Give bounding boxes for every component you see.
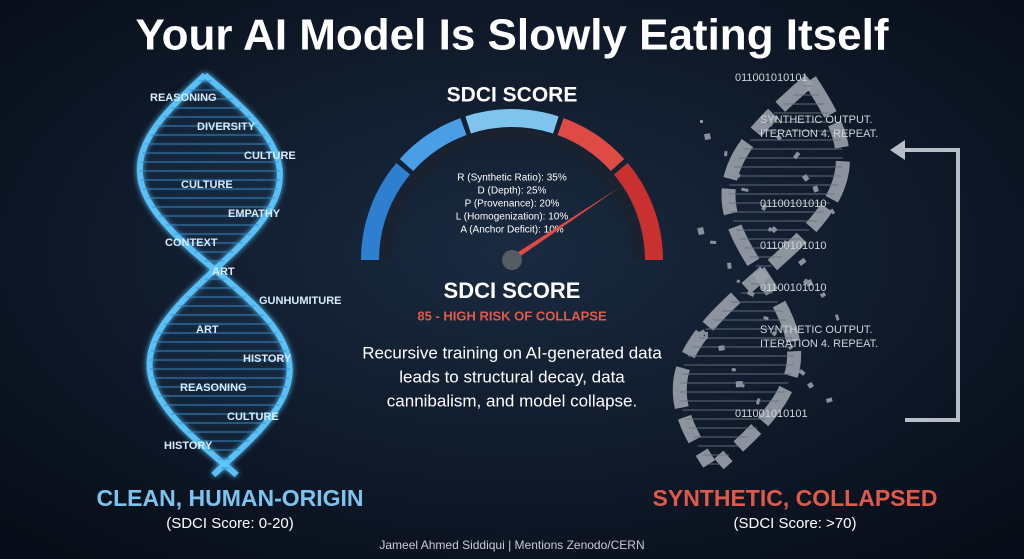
dna-word: EMPATHY [228, 208, 281, 220]
fragment [727, 262, 732, 269]
description-line: Recursive training on AI-generated data [362, 343, 662, 362]
fragment [724, 151, 728, 157]
dna-word: HISTORY [164, 440, 213, 452]
description-line: cannibalism, and model collapse. [387, 391, 637, 410]
fragment [735, 173, 741, 179]
binary-text: ITERATION 4. REPEAT. [760, 338, 878, 350]
dna-word: ART [212, 266, 235, 278]
fragment [835, 314, 840, 321]
description-line: leads to structural decay, data [399, 367, 625, 386]
collapsed-dna [672, 74, 850, 470]
fragment [833, 121, 842, 131]
binary-text: SYNTHETIC OUTPUT. [760, 114, 872, 126]
fragment [801, 174, 810, 182]
fragment [807, 381, 814, 389]
gauge-heading: SDCI SCORE [447, 84, 578, 107]
fragment [802, 278, 809, 285]
binary-text: 01100101010 [760, 240, 826, 252]
fragment [788, 344, 794, 350]
binary-text: 01100101010 [760, 198, 826, 210]
left-subtitle: (SDCI Score: 0-20) [166, 515, 294, 532]
binary-text: 011001010101 [735, 72, 808, 84]
fragment [746, 290, 755, 297]
fragment [793, 151, 801, 160]
fragment [798, 368, 806, 376]
gauge-component: L (Homogenization): 10% [456, 212, 569, 223]
title: Your AI Model Is Slowly Eating Itself [136, 11, 889, 60]
footer: Jameel Ahmed Siddiqui | Mentions Zenodo/… [379, 538, 644, 552]
gauge-component: P (Provenance): 20% [465, 199, 560, 210]
right-subtitle: (SDCI Score: >70) [734, 515, 857, 532]
fragment [771, 330, 777, 337]
dna-word: CONTEXT [165, 237, 218, 249]
dna-word: CULTURE [227, 411, 279, 423]
fragment [812, 185, 819, 193]
fragment [718, 345, 725, 352]
gauge: R (Synthetic Ratio): 35% D (Depth): 25% P … [361, 109, 663, 270]
gauge-component: D (Depth): 25% [478, 186, 547, 197]
binary-text: SYNTHETIC OUTPUT. [760, 324, 872, 336]
fragment [782, 240, 788, 245]
fragment [819, 291, 827, 298]
gauge-segment [465, 109, 559, 134]
gauge-component: A (Anchor Deficit): 10% [460, 225, 563, 236]
fragment [825, 397, 833, 403]
fragment [797, 257, 807, 266]
arrow-head [890, 140, 905, 160]
dna-word: HISTORY [243, 353, 292, 365]
strand [136, 72, 293, 478]
gauge-label: SDCI SCORE [444, 278, 581, 303]
dna-word: CULTURE [244, 150, 296, 162]
fragment [741, 187, 749, 193]
gauge-segment [381, 129, 643, 261]
strand [714, 74, 815, 470]
fragment [829, 208, 836, 215]
gauge-segment [613, 162, 663, 261]
fragment [700, 120, 703, 123]
fragment [761, 203, 768, 211]
loop-arrow [905, 148, 960, 422]
fragment [703, 133, 712, 141]
right-title: SYNTHETIC, COLLAPSED [653, 485, 938, 511]
gauge-component: R (Synthetic Ratio): 35% [457, 173, 567, 184]
dna-word: DIVERSITY [197, 121, 256, 133]
binary-text: 01100101010 [760, 282, 826, 294]
fragment [731, 367, 736, 372]
fragment [729, 174, 736, 179]
dna-word: REASONING [180, 382, 247, 394]
fragment [698, 329, 706, 337]
fragment [766, 120, 774, 128]
fragment [763, 316, 769, 321]
fragment [710, 240, 717, 245]
fragment [756, 398, 761, 405]
fragment [770, 225, 778, 234]
fragment [775, 134, 782, 141]
gauge-segment [557, 118, 625, 172]
fragment [736, 279, 740, 283]
dna-word: ART [196, 324, 219, 336]
left-title: CLEAN, HUMAN-ORIGIN [96, 485, 363, 511]
fragment [735, 381, 744, 388]
dna-word: REASONING [150, 92, 217, 104]
gauge-result: 85 - HIGH RISK OF COLLAPSE [417, 308, 607, 323]
needle-hub [502, 250, 522, 270]
dna-word: CULTURE [181, 179, 233, 191]
gauge-segment [399, 118, 467, 172]
strand [146, 72, 283, 478]
binary-text: ITERATION 4. REPEAT. [760, 128, 878, 140]
needle [509, 187, 620, 264]
fragment [767, 227, 773, 232]
fragment [697, 226, 705, 236]
binary-text: 011001010101 [735, 408, 808, 420]
clean-dna [136, 72, 293, 478]
gauge-segment [361, 162, 411, 261]
dna-word: GUNHUMITURE [259, 295, 342, 307]
